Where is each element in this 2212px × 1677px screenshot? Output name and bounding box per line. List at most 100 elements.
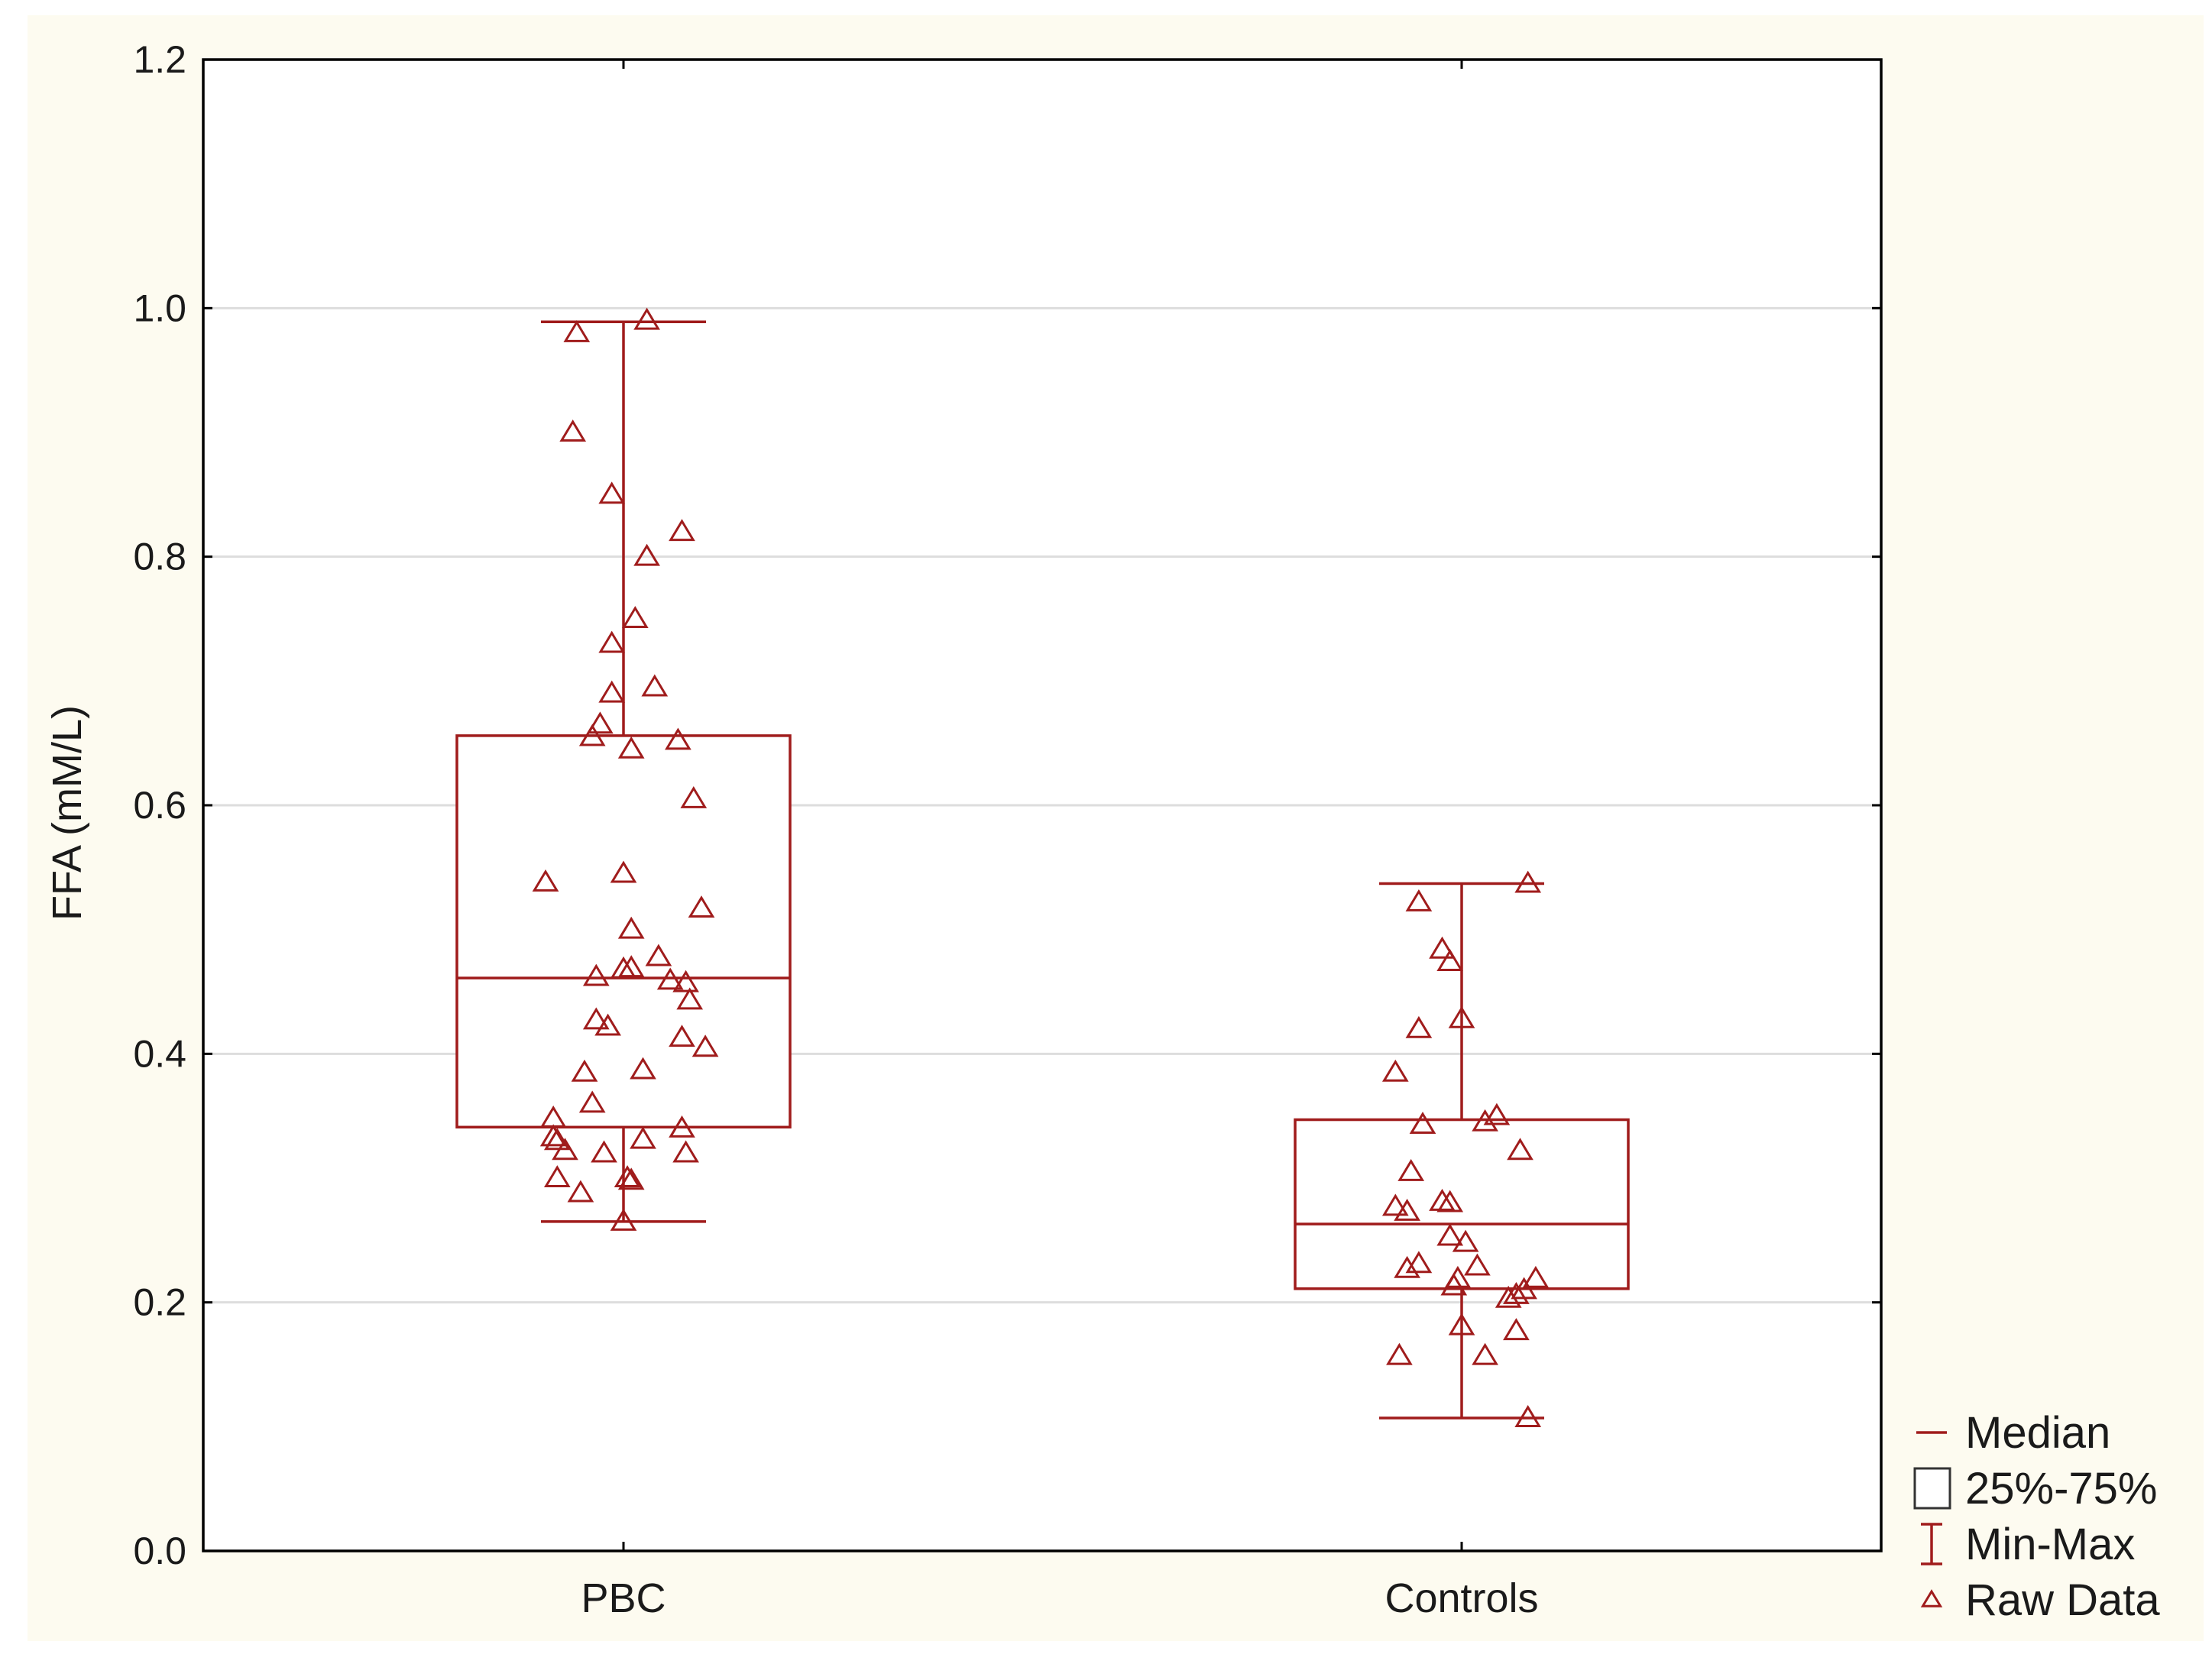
raw-data-point — [610, 956, 637, 979]
raw-data-point — [1472, 1109, 1498, 1131]
raw-data-point — [610, 1209, 637, 1231]
raw-data-point — [543, 1128, 571, 1151]
raw-data-point — [1436, 1223, 1464, 1246]
raw-data-point — [598, 680, 626, 703]
raw-data-point — [617, 955, 645, 978]
raw-data-point — [1381, 1059, 1409, 1082]
legend-box-swatch — [1913, 1467, 1951, 1510]
raw-data-point — [691, 1034, 719, 1057]
y-tick-label: 0.8 — [133, 536, 186, 578]
raw-data-point — [672, 970, 699, 992]
raw-data-point — [669, 1025, 695, 1047]
raw-data-point — [1507, 1138, 1534, 1161]
x-category-label: PBC — [581, 1575, 666, 1621]
raw-data-point — [1409, 1112, 1436, 1135]
legend-label: Raw Data — [1965, 1575, 2160, 1625]
raw-data-point — [591, 1140, 617, 1163]
raw-data-point — [1381, 1193, 1409, 1216]
legend-raw-swatch — [1920, 1589, 1943, 1607]
raw-data-point — [630, 1126, 656, 1149]
raw-data-point — [665, 727, 691, 750]
raw-data-point — [1394, 1199, 1420, 1221]
raw-data-point — [598, 481, 626, 504]
legend-item-iqr: 25%-75% — [1913, 1464, 2157, 1514]
raw-data-point — [587, 711, 614, 734]
raw-data-point — [641, 674, 669, 697]
legend-item-range: Min-Max — [1921, 1520, 2135, 1569]
raw-data-point — [1483, 1102, 1511, 1125]
raw-data-point — [582, 1007, 610, 1030]
raw-data-point — [1452, 1229, 1479, 1252]
raw-data-point — [630, 1057, 656, 1080]
raw-data-point — [578, 724, 606, 746]
y-tick-label: 0.6 — [133, 784, 186, 827]
box-plot: 0.0 0.2 0.4 0.6 0.8 1.0 1.2 PBC Controls FFA (mM… — [44, 38, 2160, 1625]
x-category-label: Controls — [1385, 1575, 1538, 1621]
raw-data-point — [567, 1180, 594, 1203]
y-axis-title: FFA (mM/L) — [44, 705, 90, 921]
legend-label: Median — [1965, 1408, 2110, 1458]
raw-data-point — [559, 419, 587, 442]
raw-data-point — [1429, 936, 1456, 959]
raw-data-point — [621, 606, 649, 628]
legend: Median 25%-75% Min-Max Raw Data — [1913, 1408, 2160, 1625]
raw-data-point — [1405, 1251, 1433, 1274]
iqr-box — [1294, 1118, 1630, 1290]
raw-data-point — [578, 1090, 606, 1113]
raw-data-point — [1394, 1255, 1420, 1278]
raw-data-point — [1436, 949, 1464, 971]
raw-data-point — [617, 736, 645, 759]
raw-data-point — [633, 543, 660, 566]
raw-data-point — [1405, 1015, 1433, 1038]
raw-data-point — [617, 1167, 645, 1190]
box-group-controls — [1294, 870, 1630, 1427]
y-tick-label: 1.2 — [133, 38, 186, 81]
raw-data-point — [1386, 1342, 1413, 1365]
legend-item-raw: Raw Data — [1920, 1575, 2160, 1625]
raw-data-point — [1464, 1253, 1491, 1276]
raw-data-point — [1397, 1158, 1425, 1181]
raw-data-point — [617, 916, 645, 939]
y-tick-label: 0.0 — [133, 1530, 186, 1572]
raw-data-point — [1440, 1273, 1468, 1296]
raw-data-point — [1514, 1405, 1542, 1427]
raw-data-point — [1514, 870, 1542, 893]
raw-data-point — [669, 519, 695, 542]
raw-data-point — [571, 1059, 598, 1082]
chart-frame: 0.0 0.2 0.4 0.6 0.8 1.0 1.2 PBC Controls FFA (mM… — [28, 15, 2204, 1641]
raw-data-point — [1429, 1188, 1456, 1211]
data-layer — [455, 307, 1630, 1427]
raw-data-point — [543, 1165, 571, 1187]
raw-data-point — [1448, 1005, 1475, 1028]
raw-data-point — [598, 630, 626, 653]
raw-data-point — [672, 1140, 699, 1163]
raw-data-point — [539, 1124, 567, 1147]
gridlines — [203, 60, 1881, 1551]
raw-data-point — [633, 307, 660, 330]
raw-data-point — [1448, 1313, 1475, 1335]
raw-data-point — [669, 1115, 695, 1138]
raw-data-point — [1503, 1318, 1530, 1341]
raw-data-point — [582, 963, 610, 986]
raw-data-point — [594, 1013, 621, 1036]
box-group-pbc — [455, 307, 792, 1231]
plot-border — [202, 58, 1883, 1552]
legend-item-median: Median — [1916, 1408, 2110, 1458]
raw-data-point — [1495, 1285, 1522, 1308]
raw-data-point — [614, 1165, 641, 1187]
raw-data-point — [1522, 1265, 1550, 1288]
raw-data-point — [680, 785, 708, 808]
raw-data-point — [552, 1138, 578, 1161]
raw-data-point — [656, 967, 684, 990]
raw-data-point — [1436, 1190, 1464, 1212]
y-tick-label: 0.2 — [133, 1281, 186, 1324]
axes: 0.0 0.2 0.4 0.6 0.8 1.0 1.2 PBC Controls — [133, 38, 1883, 1621]
raw-data-point — [1405, 889, 1433, 911]
raw-data-point — [532, 869, 559, 892]
raw-data-point — [1472, 1342, 1498, 1365]
raw-data-point — [563, 319, 591, 342]
raw-data-point — [688, 895, 715, 918]
legend-label: 25%-75% — [1965, 1464, 2157, 1514]
raw-data-point — [610, 860, 637, 883]
y-tick-label: 1.0 — [133, 287, 186, 329]
